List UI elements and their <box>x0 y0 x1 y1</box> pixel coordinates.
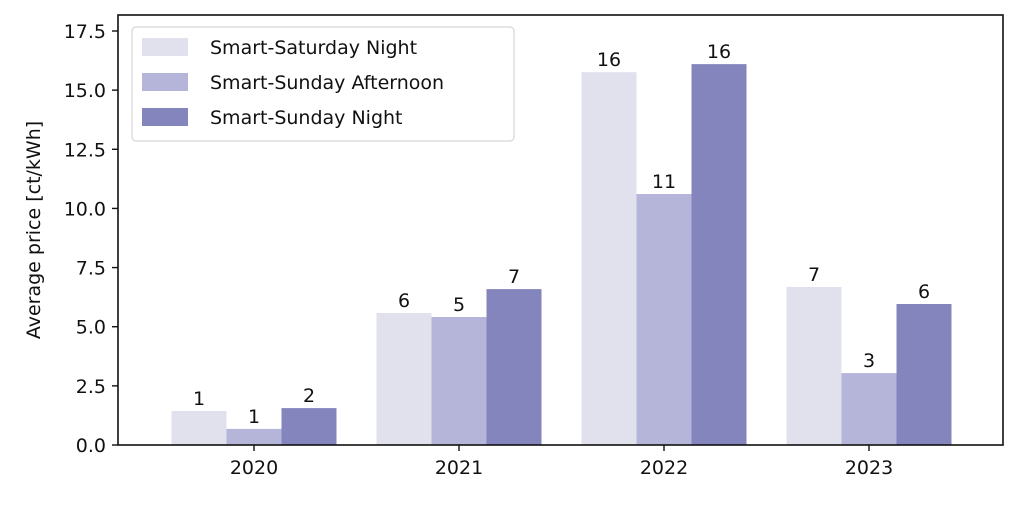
plot-frame <box>117 14 1004 446</box>
y-tick-label: 7.5 <box>76 258 106 280</box>
bar <box>281 408 337 445</box>
bar <box>376 312 432 445</box>
bar <box>786 286 842 445</box>
data-label: 2 <box>303 385 315 407</box>
data-label: 7 <box>508 266 520 288</box>
y-tick-label: 17.5 <box>64 21 106 43</box>
legend-box <box>131 26 515 142</box>
data-label: 3 <box>863 350 875 372</box>
legend-label: Smart-Sunday Night <box>210 107 403 129</box>
data-label: 16 <box>597 49 621 71</box>
x-tick-label: 2020 <box>230 457 278 479</box>
data-label: 5 <box>453 294 465 316</box>
legend-swatch <box>142 38 188 56</box>
data-label: 1 <box>193 388 205 410</box>
bar <box>171 410 227 445</box>
bar <box>636 193 692 445</box>
y-tick-label: 5.0 <box>76 317 106 339</box>
bars <box>171 64 952 446</box>
y-tick-label: 12.5 <box>64 139 106 161</box>
legend-label: Smart-Sunday Afternoon <box>210 72 444 94</box>
bar <box>431 317 487 445</box>
data-label: 11 <box>652 171 676 193</box>
data-label: 6 <box>398 290 410 312</box>
legend-swatch <box>142 73 188 91</box>
x-tick-label: 2023 <box>845 457 893 479</box>
y-axis-label: Average price [ct/kWh] <box>23 121 45 339</box>
x-tick-label: 2021 <box>435 457 483 479</box>
bar <box>841 373 897 445</box>
y-tick-label: 10.0 <box>64 198 106 220</box>
y-tick-label: 15.0 <box>64 80 106 102</box>
legend-label: Smart-Saturday Night <box>210 37 417 59</box>
data-label: 16 <box>707 41 731 63</box>
bar <box>581 72 637 446</box>
y-axis: 0.0 2.5 5.0 7.5 10.0 12.5 15.0 17.5 <box>64 21 118 457</box>
legend: Smart-Saturday Night Smart-Sunday Afterno… <box>131 26 515 142</box>
legend-swatch <box>142 108 188 126</box>
bar <box>691 64 747 446</box>
y-tick-label: 2.5 <box>76 376 106 398</box>
bar <box>226 428 282 445</box>
bar <box>486 289 542 445</box>
data-label: 7 <box>808 264 820 286</box>
y-tick-label: 0.0 <box>76 435 106 457</box>
data-label: 1 <box>248 406 260 428</box>
x-tick-label: 2022 <box>640 457 688 479</box>
data-label: 6 <box>918 281 930 303</box>
bar <box>896 304 952 445</box>
x-axis: 2020 2021 2022 2023 <box>230 445 893 479</box>
